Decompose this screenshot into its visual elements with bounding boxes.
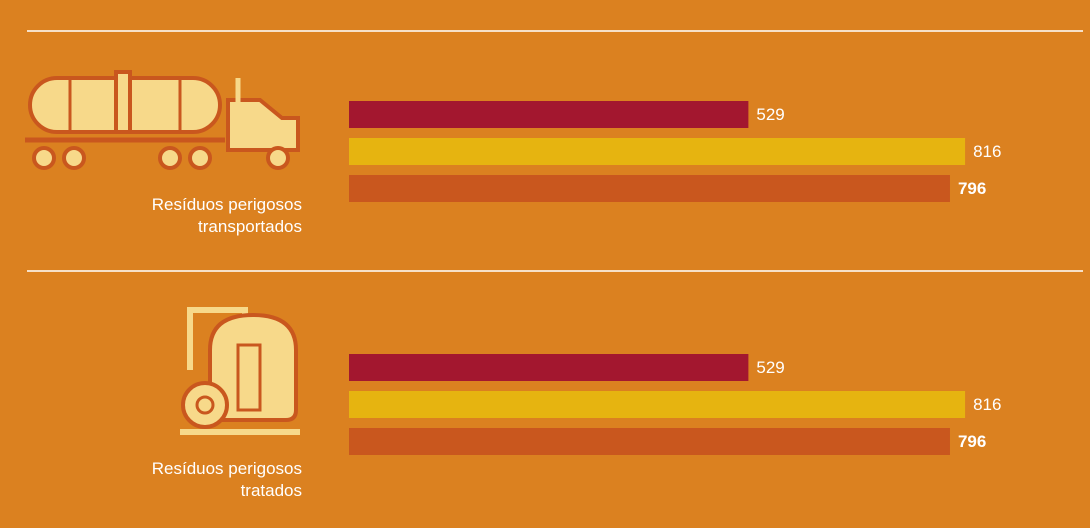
tanker-icon [25,70,300,170]
value-label: 529 [756,105,784,124]
bar [349,354,749,381]
bar [349,391,966,418]
value-label: 796 [958,432,986,451]
group-title: Resíduos perigosos transportados [151,195,302,236]
pump-icon [180,307,300,435]
value-label: 816 [973,142,1001,161]
value-label: 796 [958,179,986,198]
bar [349,138,966,165]
value-label: 816 [973,395,1001,414]
group-title: Resíduos perigosos tratados [151,459,302,500]
bar [349,101,749,128]
bar [349,175,950,202]
bar [349,428,950,455]
value-label: 529 [756,358,784,377]
